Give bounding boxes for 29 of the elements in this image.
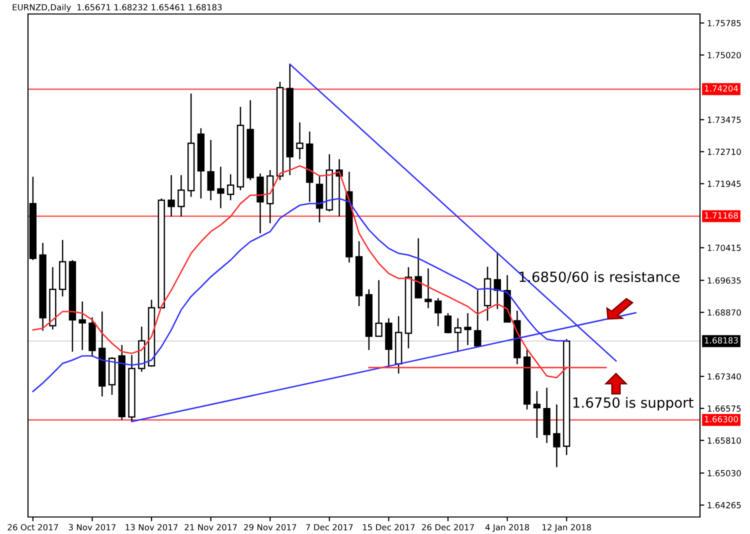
y-tick-label: 1.64265 xyxy=(708,502,741,508)
y-tick-label: 1.75020 xyxy=(708,52,741,58)
y-tick-label: 1.73475 xyxy=(708,116,741,123)
ref-line-label: 1.74204 xyxy=(704,85,738,92)
x-tick-label: 29 Nov 2017 xyxy=(244,524,296,530)
x-tick-label: 26 Dec 2017 xyxy=(422,524,474,530)
ref-line-label: 1.66300 xyxy=(704,416,738,422)
x-tick-label: 3 Nov 2017 xyxy=(68,524,116,530)
x-tick-label: 15 Dec 2017 xyxy=(363,524,415,530)
chart-title: EURNZD,Daily 1.65671 1.68232 1.65461 1.68183 xyxy=(12,4,222,12)
y-tick-label: 1.67340 xyxy=(708,373,741,380)
ref-line-label: 1.71168 xyxy=(704,212,738,219)
x-tick-label: 26 Oct 2017 xyxy=(8,524,58,530)
y-tick-label: 1.71945 xyxy=(708,180,741,187)
x-tick-label: 21 Nov 2017 xyxy=(184,524,237,530)
y-tick-label: 1.69635 xyxy=(708,277,741,284)
x-tick-label: 7 Dec 2017 xyxy=(306,524,353,530)
y-tick-label: 1.68870 xyxy=(708,309,741,316)
y-tick-label: 1.70415 xyxy=(708,244,741,251)
ref-line-label: 1.68183 xyxy=(704,337,738,344)
x-tick-label: 4 Jan 2018 xyxy=(485,524,530,532)
y-tick-label: 1.72710 xyxy=(708,148,741,155)
x-tick-label: 13 Nov 2017 xyxy=(126,524,178,530)
x-tick-label: 12 Jan 2018 xyxy=(542,524,591,532)
y-tick-label: 1.65810 xyxy=(708,437,741,444)
y-tick-label: 1.75785 xyxy=(708,20,741,26)
y-tick-label: 1.65030 xyxy=(708,470,741,476)
annotation: 1.6750 is support xyxy=(573,397,694,411)
y-tick-label: 1.66575 xyxy=(708,405,741,412)
